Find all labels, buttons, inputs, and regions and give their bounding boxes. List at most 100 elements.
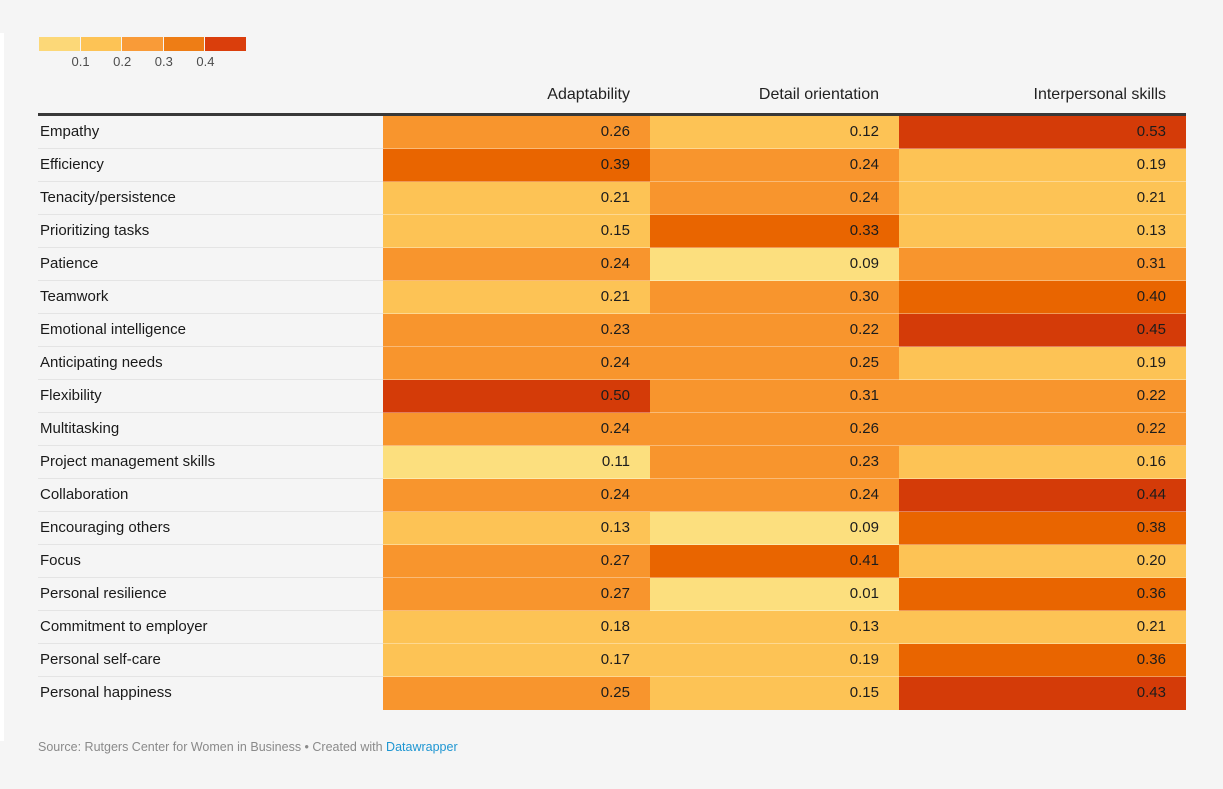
legend-swatch-2: [80, 37, 122, 51]
heatmap-cell: 0.15: [650, 677, 899, 710]
row-label: Efficiency: [38, 149, 383, 182]
table-row: Flexibility 0.50 0.31 0.22: [38, 380, 1186, 413]
heatmap-cell: 0.19: [650, 644, 899, 677]
heatmap-cell: 0.24: [650, 149, 899, 182]
table-row: Personal happiness 0.25 0.15 0.43: [38, 677, 1186, 710]
row-label: Collaboration: [38, 479, 383, 512]
heatmap-cell: 0.36: [899, 644, 1186, 677]
table-row: Commitment to employer 0.18 0.13 0.21: [38, 611, 1186, 644]
legend-tick-label: 0.4: [196, 54, 215, 69]
legend-tick-label: 0.1: [71, 54, 90, 69]
table-row: Encouraging others 0.13 0.09 0.38: [38, 512, 1186, 545]
table-row: Emotional intelligence 0.23 0.22 0.45: [38, 314, 1186, 347]
row-label: Empathy: [38, 116, 383, 149]
row-label: Encouraging others: [38, 512, 383, 545]
table-row: Focus 0.27 0.41 0.20: [38, 545, 1186, 578]
legend-tick-label: 0.3: [154, 54, 173, 69]
heatmap-cell: 0.24: [383, 413, 650, 446]
source-line: Source: Rutgers Center for Women in Busi…: [38, 740, 458, 754]
column-header-adaptability: Adaptability: [547, 86, 630, 103]
table-row: Anticipating needs 0.24 0.25 0.19: [38, 347, 1186, 380]
heatmap-cell: 0.18: [383, 611, 650, 644]
row-label: Personal happiness: [40, 684, 172, 701]
row-label: Emotional intelligence: [38, 314, 383, 347]
legend-ticks: 0.1 0.2 0.3 0.4: [39, 51, 249, 69]
heatmap-cell: 0.38: [899, 512, 1186, 545]
heatmap-table: Adaptability Detail orientation Interperso…: [38, 80, 1186, 710]
heatmap-cell: 0.13: [899, 215, 1186, 248]
heatmap-cell: 0.20: [899, 545, 1186, 578]
table-header-row: Adaptability Detail orientation Interperso…: [38, 80, 1186, 116]
row-label: Project management skills: [38, 446, 383, 479]
heatmap-cell: 0.36: [899, 578, 1186, 611]
heatmap-cell: 0.22: [899, 380, 1186, 413]
heatmap-cell: 0.09: [650, 248, 899, 281]
table-row: Personal resilience 0.27 0.01 0.36: [38, 578, 1186, 611]
table-row: Patience 0.24 0.09 0.31: [38, 248, 1186, 281]
heatmap-cell: 0.45: [899, 314, 1186, 347]
heatmap-cell: 0.39: [383, 149, 650, 182]
heatmap-cell: 0.27: [383, 578, 650, 611]
column-header-detail-orientation: Detail orientation: [758, 86, 879, 103]
left-edge-strip: [0, 33, 4, 741]
row-label: Multitasking: [38, 413, 383, 446]
heatmap-cell: 0.43: [899, 677, 1186, 710]
datawrapper-link[interactable]: Datawrapper: [386, 740, 458, 754]
row-label: Personal self-care: [38, 644, 383, 677]
table-row: Efficiency 0.39 0.24 0.19: [38, 149, 1186, 182]
heatmap-cell: 0.25: [383, 677, 650, 710]
heatmap-cell: 0.31: [899, 248, 1186, 281]
row-label: Teamwork: [38, 281, 383, 314]
row-label: Prioritizing tasks: [38, 215, 383, 248]
heatmap-cell: 0.27: [383, 545, 650, 578]
table-row: Personal self-care 0.17 0.19 0.36: [38, 644, 1186, 677]
heatmap-cell: 0.12: [650, 116, 899, 149]
row-label: Flexibility: [38, 380, 383, 413]
table-row: Empathy 0.26 0.12 0.53: [38, 116, 1186, 149]
heatmap-cell: 0.23: [383, 314, 650, 347]
heatmap-cell: 0.15: [383, 215, 650, 248]
row-label: Patience: [38, 248, 383, 281]
header-spacer: [38, 80, 383, 113]
heatmap-cell: 0.24: [650, 479, 899, 512]
heatmap-cell: 0.21: [383, 281, 650, 314]
color-scale-legend: 0.1 0.2 0.3 0.4: [39, 37, 249, 71]
heatmap-cell: 0.23: [650, 446, 899, 479]
heatmap-cell: 0.44: [899, 479, 1186, 512]
heatmap-cell: 0.19: [899, 149, 1186, 182]
row-label: Personal resilience: [38, 578, 383, 611]
heatmap-cell: 0.22: [650, 314, 899, 347]
table-row: Prioritizing tasks 0.15 0.33 0.13: [38, 215, 1186, 248]
heatmap-cell: 0.26: [650, 413, 899, 446]
table-row: Collaboration 0.24 0.24 0.44: [38, 479, 1186, 512]
heatmap-cell: 0.24: [650, 182, 899, 215]
row-label: Tenacity/persistence: [38, 182, 383, 215]
heatmap-cell: 0.16: [899, 446, 1186, 479]
row-label: Focus: [38, 545, 383, 578]
heatmap-cell: 0.41: [650, 545, 899, 578]
heatmap-cell: 0.53: [899, 116, 1186, 149]
legend-swatch-1: [39, 37, 80, 51]
heatmap-cell: 0.24: [383, 347, 650, 380]
heatmap-cell: 0.33: [650, 215, 899, 248]
column-header-interpersonal-skills: Interpersonal skills: [1033, 86, 1167, 103]
heatmap-cell: 0.31: [650, 380, 899, 413]
heatmap-cell: 0.01: [650, 578, 899, 611]
heatmap-cell: 0.21: [383, 182, 650, 215]
heatmap-cell: 0.13: [383, 512, 650, 545]
table-row: Teamwork 0.21 0.30 0.40: [38, 281, 1186, 314]
row-label: Anticipating needs: [38, 347, 383, 380]
heatmap-cell: 0.26: [383, 116, 650, 149]
heatmap-cell: 0.24: [383, 248, 650, 281]
legend-swatch-3: [122, 37, 163, 51]
table-row: Tenacity/persistence 0.21 0.24 0.21: [38, 182, 1186, 215]
heatmap-cell: 0.25: [650, 347, 899, 380]
heatmap-cell: 0.21: [899, 611, 1186, 644]
table-body: Empathy 0.26 0.12 0.53 Efficiency 0.39 0.24 0.1…: [38, 116, 1186, 710]
heatmap-cell: 0.30: [650, 281, 899, 314]
heatmap-cell: 0.13: [650, 611, 899, 644]
heatmap-cell: 0.21: [899, 182, 1186, 215]
heatmap-cell: 0.40: [899, 281, 1186, 314]
legend-swatches: [39, 37, 249, 51]
heatmap-cell: 0.09: [650, 512, 899, 545]
